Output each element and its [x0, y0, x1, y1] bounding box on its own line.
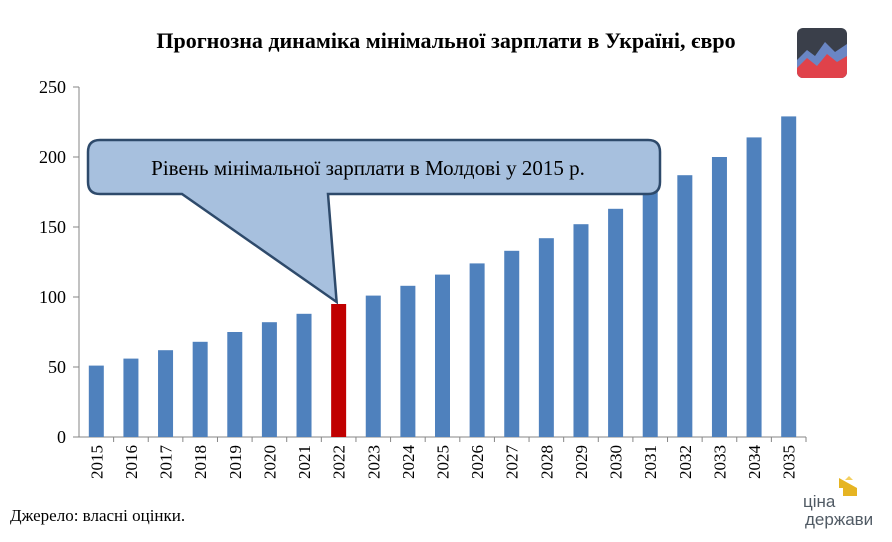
bar [227, 332, 243, 437]
y-tick-label: 150 [39, 217, 66, 237]
bar [677, 175, 693, 437]
bar [781, 116, 797, 438]
x-tick-label: 2020 [260, 445, 279, 479]
x-tick-label: 2025 [434, 445, 453, 479]
x-tick-label: 2019 [226, 445, 245, 479]
bar [608, 208, 624, 437]
bar [435, 274, 450, 437]
x-tick-label: 2030 [607, 445, 626, 479]
logo-text-bottom: держави [805, 510, 874, 529]
bar [365, 295, 381, 437]
x-tick-label: 2023 [364, 445, 383, 479]
mountain-logo-icon [797, 28, 847, 78]
bar [158, 350, 174, 437]
y-tick-label: 50 [48, 357, 66, 377]
x-tick-label: 2021 [295, 445, 314, 479]
tsina-derzhavy-logo-icon: ціна держави [795, 476, 887, 536]
bar [400, 285, 416, 437]
bar [296, 313, 312, 437]
bar [88, 365, 104, 437]
x-tick-label: 2033 [710, 445, 729, 479]
bar [642, 192, 658, 437]
x-tick-label: 2031 [641, 445, 660, 479]
x-tick-label: 2015 [87, 445, 106, 479]
x-tick-label: 2018 [191, 445, 210, 479]
bar [538, 238, 554, 437]
y-tick-label: 250 [39, 77, 66, 97]
callout-text: Рівень мінімальної зарплати в Молдові у … [151, 156, 585, 180]
x-tick-label: 2026 [468, 445, 487, 479]
x-tick-label: 2016 [122, 445, 141, 479]
bar [711, 157, 727, 437]
callout-bubble [86, 138, 662, 305]
x-tick-label: 2028 [537, 445, 556, 479]
bar [192, 341, 208, 437]
bar [746, 137, 762, 437]
x-tick-label: 2022 [330, 445, 349, 479]
bar [469, 263, 485, 437]
chart-title: Прогнозна динаміка мінімальної зарплати … [156, 28, 736, 53]
bar [261, 322, 277, 437]
bar [123, 358, 139, 437]
logo-text-top: ціна [803, 492, 836, 511]
y-tick-label: 100 [39, 287, 66, 307]
x-tick-label: 2024 [399, 445, 418, 480]
source-note: Джерело: власні оцінки. [10, 506, 186, 525]
x-tick-label: 2035 [780, 445, 799, 479]
x-tick-label: 2027 [503, 445, 522, 480]
bar-highlight [331, 304, 347, 437]
bar [504, 250, 520, 437]
y-tick-label: 0 [57, 427, 66, 447]
x-tick-label: 2029 [572, 445, 591, 479]
x-tick-label: 2032 [676, 445, 695, 479]
y-tick-label: 200 [39, 147, 66, 167]
x-tick-label: 2034 [745, 445, 764, 480]
x-tick-label: 2017 [157, 445, 176, 480]
bar [573, 224, 589, 437]
